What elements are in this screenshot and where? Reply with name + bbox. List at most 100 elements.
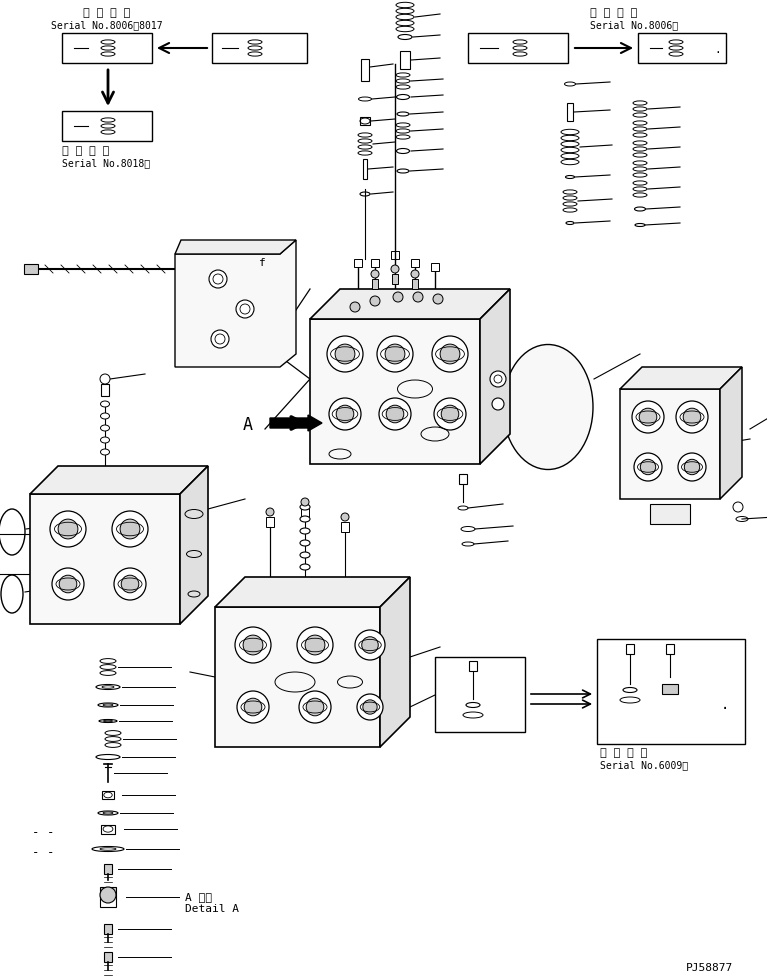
Bar (411, 260, 419, 268)
Polygon shape (175, 241, 296, 254)
Circle shape (640, 460, 656, 475)
Ellipse shape (100, 402, 110, 408)
Bar (360, 118, 370, 126)
Circle shape (393, 292, 403, 302)
Bar (392, 275, 398, 285)
Bar (101, 384, 109, 397)
Polygon shape (30, 495, 180, 624)
Circle shape (440, 345, 460, 365)
Circle shape (733, 503, 743, 512)
Circle shape (50, 511, 86, 548)
Polygon shape (215, 607, 380, 747)
Text: A: A (243, 416, 253, 433)
Ellipse shape (100, 414, 110, 420)
Bar (468, 34, 568, 64)
Circle shape (299, 691, 331, 724)
Text: Serial No.6009～: Serial No.6009～ (600, 759, 688, 770)
Circle shape (355, 631, 385, 660)
Text: .: . (715, 45, 722, 55)
Bar (361, 60, 369, 82)
Text: - -: - - (32, 846, 54, 859)
Bar (372, 280, 378, 289)
Circle shape (209, 271, 227, 289)
Ellipse shape (100, 425, 110, 431)
Polygon shape (620, 389, 720, 500)
Text: 適 用 号 機: 適 用 号 機 (590, 8, 637, 18)
Circle shape (327, 336, 363, 373)
Polygon shape (380, 577, 410, 747)
Bar (412, 280, 418, 289)
Bar (101, 825, 115, 834)
Bar (435, 657, 525, 733)
Ellipse shape (300, 505, 310, 511)
Ellipse shape (100, 450, 110, 456)
Ellipse shape (300, 541, 310, 547)
Circle shape (52, 568, 84, 600)
Circle shape (350, 302, 360, 313)
Text: Detail A: Detail A (185, 903, 239, 913)
Bar (62, 34, 152, 64)
Circle shape (441, 406, 459, 423)
Circle shape (413, 292, 423, 302)
Circle shape (305, 636, 325, 655)
Circle shape (490, 372, 506, 387)
Circle shape (492, 399, 504, 411)
Circle shape (120, 519, 140, 539)
Polygon shape (720, 368, 742, 500)
Bar (371, 260, 379, 268)
Polygon shape (180, 467, 208, 624)
Bar (100, 887, 116, 897)
Bar (459, 474, 467, 484)
Bar (567, 104, 573, 122)
Circle shape (363, 700, 377, 714)
Text: 適 用 号 機: 適 用 号 機 (600, 747, 647, 757)
Circle shape (678, 454, 706, 481)
Circle shape (237, 691, 269, 724)
Circle shape (341, 513, 349, 521)
Circle shape (121, 576, 139, 594)
Ellipse shape (300, 553, 310, 558)
Text: A 詳細: A 詳細 (185, 891, 212, 901)
Bar (104, 952, 112, 962)
Polygon shape (175, 241, 296, 368)
Circle shape (335, 345, 355, 365)
Bar (354, 260, 362, 268)
Polygon shape (620, 368, 742, 389)
Circle shape (59, 576, 77, 594)
Bar (100, 897, 116, 907)
Bar (266, 517, 274, 527)
FancyArrow shape (270, 416, 322, 431)
Bar (104, 865, 112, 874)
Circle shape (411, 271, 419, 279)
Polygon shape (30, 467, 208, 495)
Bar (104, 924, 112, 934)
Circle shape (243, 636, 263, 655)
Circle shape (114, 568, 146, 600)
Circle shape (639, 409, 657, 426)
Bar (666, 645, 674, 654)
Text: 適 用 号 機: 適 用 号 機 (62, 146, 109, 156)
Bar (212, 34, 307, 64)
Ellipse shape (503, 345, 593, 470)
Circle shape (391, 266, 399, 274)
Circle shape (432, 336, 468, 373)
Bar (24, 265, 38, 275)
Ellipse shape (300, 564, 310, 570)
Circle shape (684, 460, 700, 475)
Circle shape (112, 511, 148, 548)
Circle shape (100, 375, 110, 384)
Text: .: . (721, 697, 729, 711)
Text: Serial No.8018～: Serial No.8018～ (62, 157, 150, 168)
Circle shape (632, 402, 664, 433)
Polygon shape (215, 577, 410, 607)
Circle shape (58, 519, 78, 539)
Circle shape (683, 409, 701, 426)
Text: f: f (258, 258, 265, 268)
Bar (650, 505, 690, 524)
Bar (391, 251, 399, 260)
Bar (301, 508, 309, 517)
Polygon shape (310, 320, 480, 465)
Text: Serial No.8006～: Serial No.8006～ (590, 20, 678, 30)
Bar (662, 685, 678, 694)
Ellipse shape (100, 437, 110, 444)
